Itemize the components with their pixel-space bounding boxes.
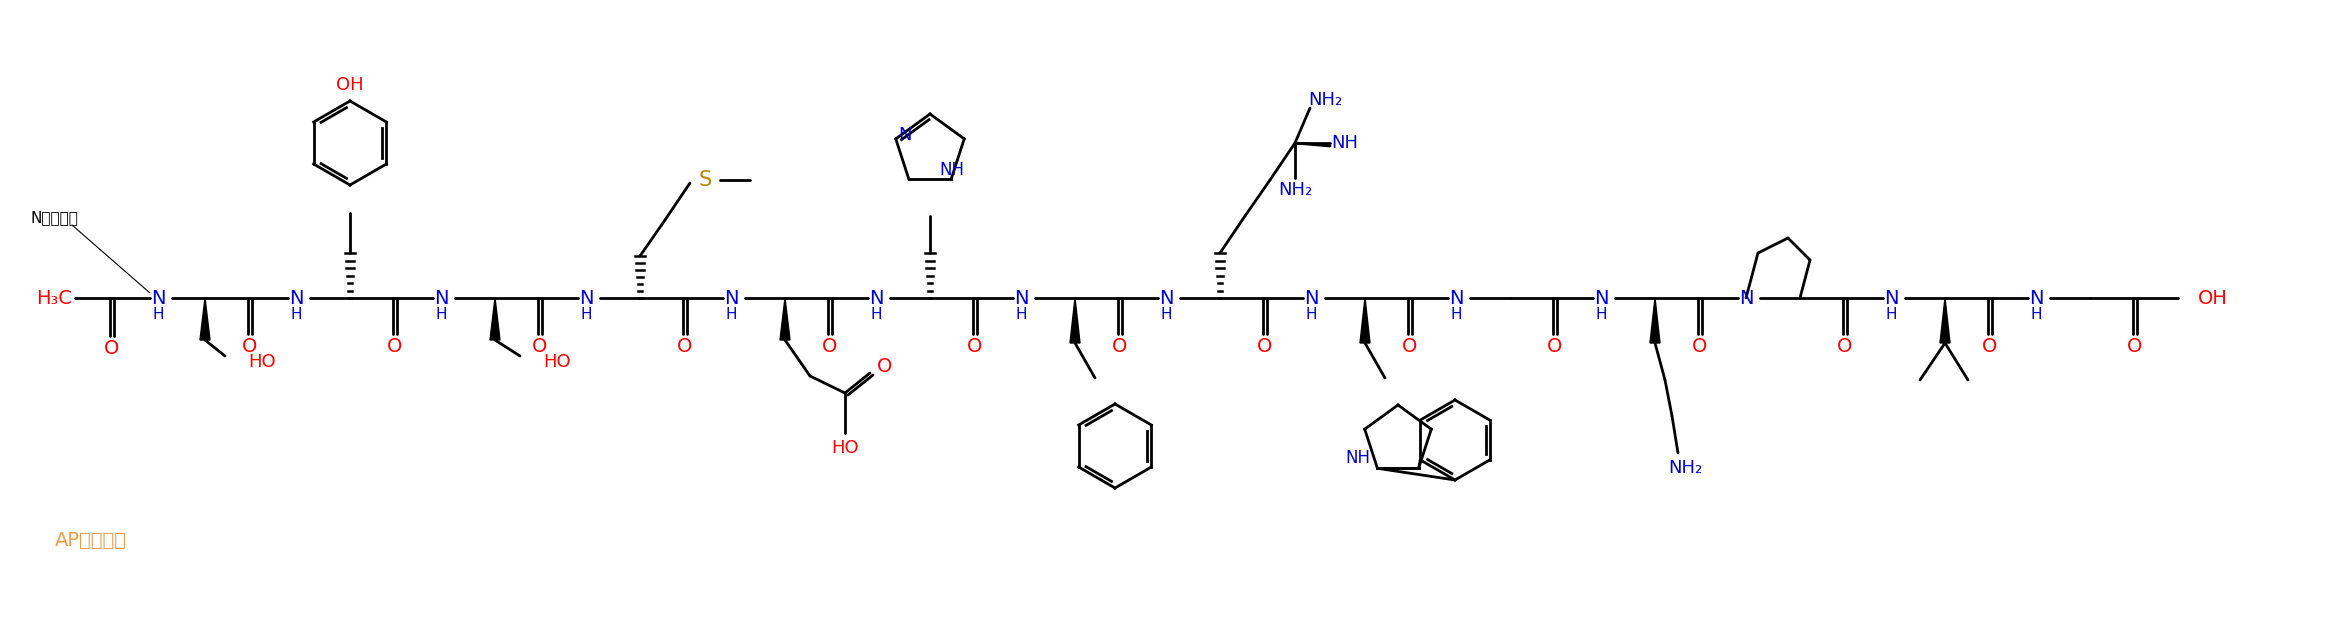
Text: H: H (871, 307, 881, 321)
Text: N: N (1304, 289, 1319, 308)
Text: NH: NH (939, 161, 965, 179)
Text: H: H (2031, 307, 2042, 321)
Text: O: O (2127, 336, 2143, 355)
Text: OH: OH (337, 76, 363, 94)
Text: O: O (967, 336, 984, 355)
Text: AP专肽生物: AP专肽生物 (54, 530, 126, 549)
Text: N: N (1883, 289, 1899, 308)
Polygon shape (1939, 298, 1951, 343)
Text: N端乙酰化: N端乙酰化 (30, 211, 77, 226)
Text: N: N (1159, 289, 1173, 308)
Text: O: O (878, 357, 892, 376)
Text: NH: NH (1344, 449, 1370, 467)
Text: N: N (2028, 289, 2042, 308)
Text: H: H (581, 307, 593, 321)
Text: N: N (1595, 289, 1609, 308)
Text: N: N (433, 289, 447, 308)
Text: O: O (241, 336, 258, 355)
Polygon shape (1361, 298, 1370, 343)
Text: O: O (1258, 336, 1272, 355)
Text: H: H (1595, 307, 1607, 321)
Text: H: H (1304, 307, 1316, 321)
Polygon shape (1070, 298, 1080, 343)
Text: O: O (677, 336, 693, 355)
Text: N: N (1450, 289, 1464, 308)
Text: H: H (1159, 307, 1171, 321)
Text: O: O (1403, 336, 1417, 355)
Text: NH₂: NH₂ (1668, 459, 1703, 477)
Text: O: O (1112, 336, 1129, 355)
Text: H₃C: H₃C (35, 289, 73, 308)
Text: HO: HO (248, 353, 276, 371)
Text: O: O (1981, 336, 1998, 355)
Text: O: O (1693, 336, 1707, 355)
Text: NH₂: NH₂ (1307, 91, 1342, 109)
Text: O: O (1838, 336, 1853, 355)
Text: H: H (1450, 307, 1461, 321)
Text: N: N (869, 289, 883, 308)
Text: N: N (724, 289, 738, 308)
Text: O: O (386, 336, 403, 355)
Text: O: O (822, 336, 838, 355)
Polygon shape (489, 298, 499, 340)
Polygon shape (780, 298, 789, 340)
Text: N: N (1014, 289, 1028, 308)
Polygon shape (1651, 298, 1660, 343)
Text: O: O (1548, 336, 1562, 355)
Text: H: H (1014, 307, 1026, 321)
Text: O: O (105, 339, 119, 357)
Text: N: N (899, 126, 911, 144)
Text: S: S (698, 170, 712, 190)
Text: H: H (290, 307, 302, 321)
Text: N: N (150, 289, 166, 308)
Text: NH₂: NH₂ (1279, 181, 1312, 199)
Text: H: H (152, 307, 164, 321)
Text: N: N (578, 289, 593, 308)
Text: O: O (532, 336, 548, 355)
Text: N: N (1738, 289, 1754, 308)
Text: H: H (726, 307, 738, 321)
Text: OH: OH (2199, 289, 2227, 308)
Polygon shape (199, 298, 211, 340)
Text: N: N (288, 289, 302, 308)
Text: HO: HO (543, 353, 571, 371)
Text: HO: HO (831, 439, 860, 457)
Text: H: H (436, 307, 447, 321)
Text: NH: NH (1333, 134, 1358, 152)
Text: H: H (1885, 307, 1897, 321)
